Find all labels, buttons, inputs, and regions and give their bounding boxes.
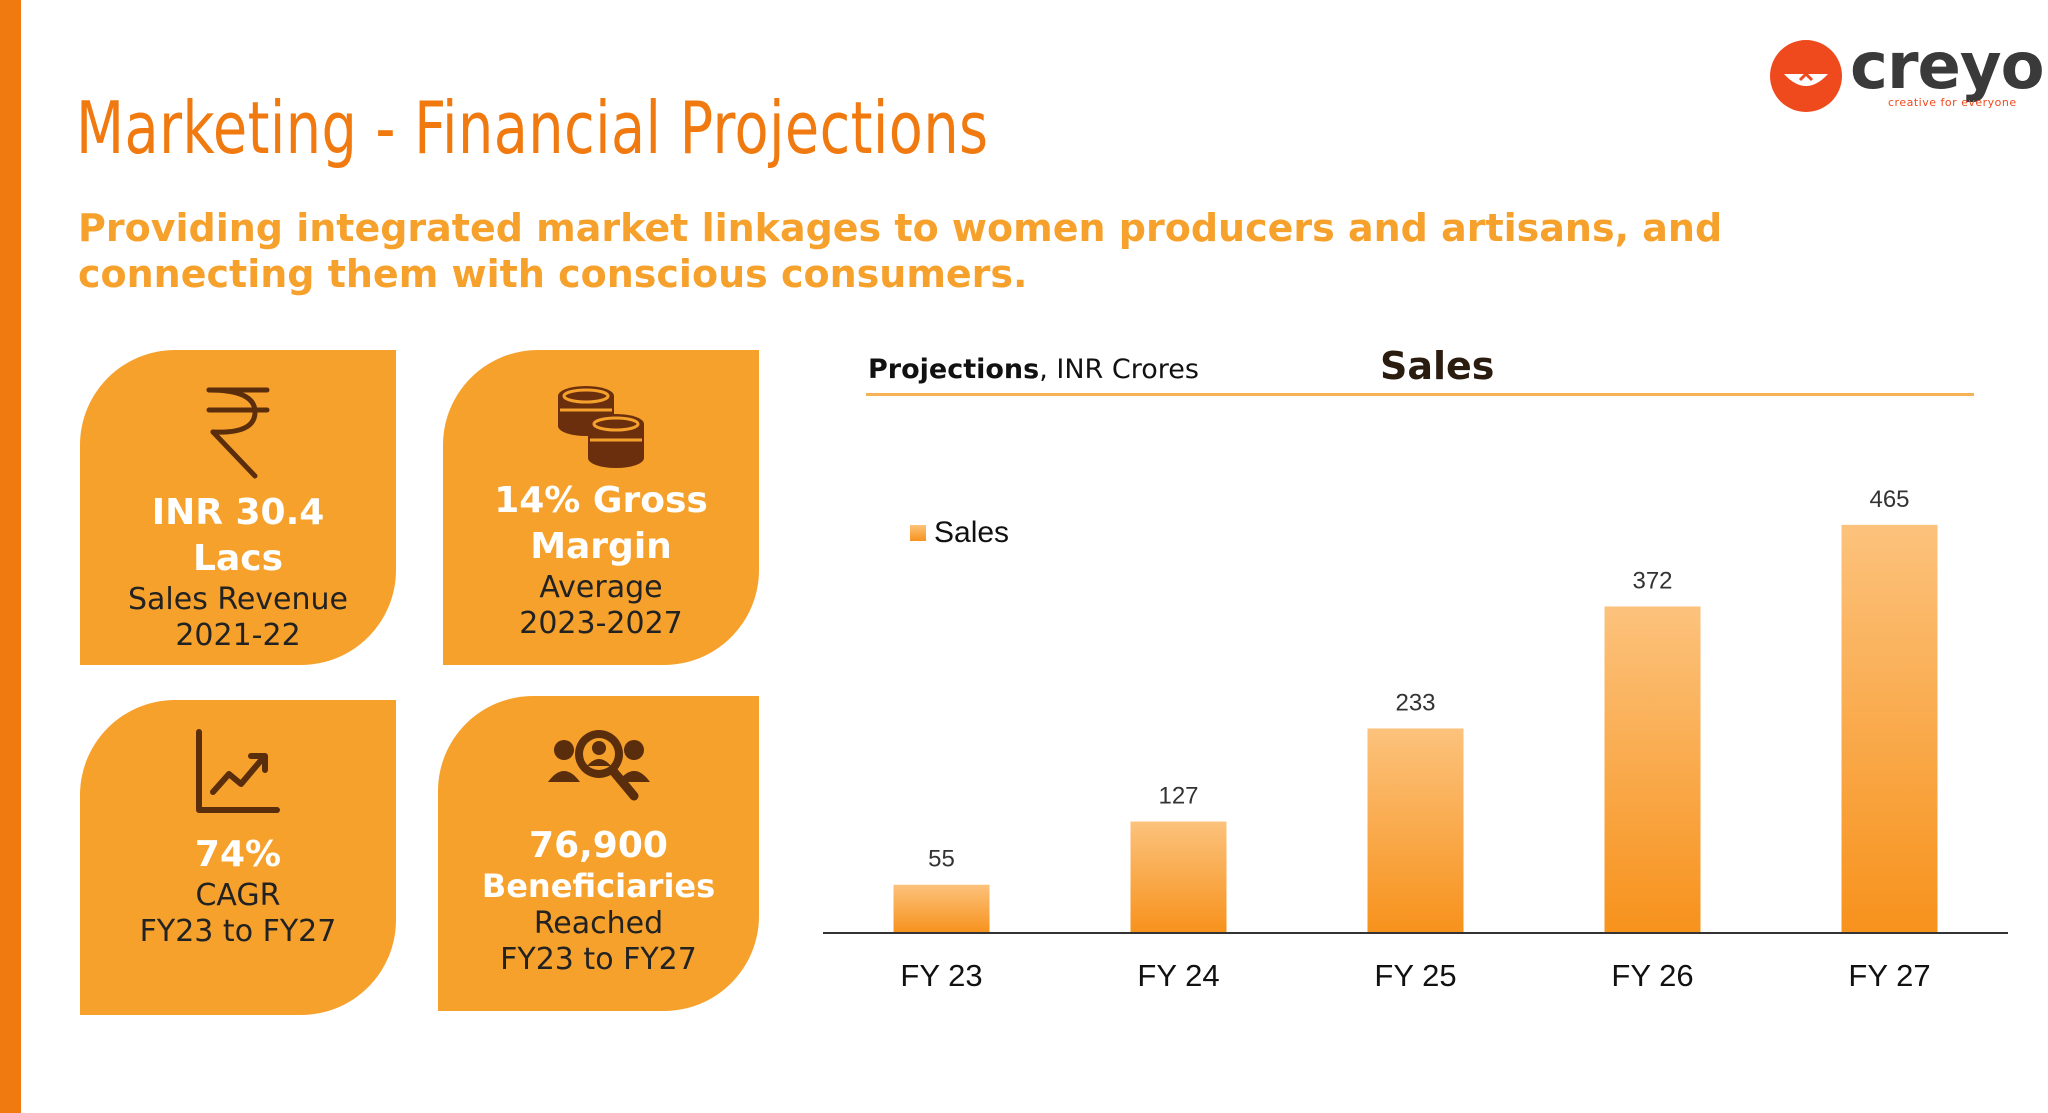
growth-chart-icon — [196, 729, 280, 813]
bar-fy23 — [893, 884, 990, 933]
chart-title: Sales — [1380, 344, 1495, 388]
tick-label-fy26: FY 26 — [1611, 958, 1693, 993]
bar-fy27 — [1841, 524, 1938, 933]
legend-swatch — [910, 525, 926, 541]
chart-units-rest: , INR Crores — [1039, 354, 1199, 385]
left-accent-bar — [0, 0, 21, 1113]
chart-units-bold: Projections — [868, 354, 1040, 385]
card-4-value: 76,900 — [529, 825, 668, 866]
logo-mark-icon — [1770, 40, 1842, 112]
data-label-fy24: 127 — [1158, 783, 1198, 810]
card-3-value: 74% — [194, 834, 282, 875]
tick-label-fy24: FY 24 — [1137, 958, 1219, 993]
stat-card-gross-margin: 14% Gross Margin Average 2023-2027 — [443, 350, 759, 665]
legend-label: Sales — [934, 516, 1010, 549]
bar-fy26 — [1604, 606, 1701, 933]
card-3-label: CAGR — [195, 878, 281, 913]
card-3-period: FY23 to FY27 — [139, 914, 337, 949]
chart-legend: Sales — [910, 516, 1009, 550]
data-label-fy26: 372 — [1632, 567, 1672, 594]
logo-wordmark: creyo — [1850, 30, 2045, 104]
stat-card-sales-revenue: INR 30.4 Lacs Sales Revenue 2021-22 — [80, 350, 396, 665]
stat-card-beneficiaries: 76,900 Beneficiaries Reached FY23 to FY2… — [438, 696, 759, 1011]
bar-fy24 — [1130, 821, 1227, 933]
card-2-period: 2023-2027 — [519, 606, 683, 641]
rupee-icon — [206, 387, 270, 479]
tick-label-fy25: FY 25 — [1374, 958, 1456, 993]
card-4-label: Reached — [533, 906, 664, 941]
tick-label-fy27: FY 27 — [1848, 958, 1930, 993]
data-label-fy25: 233 — [1395, 689, 1435, 716]
page-subtitle: Providing integrated market linkages to … — [78, 206, 1723, 296]
stat-card-cagr: 74% CAGR FY23 to FY27 — [80, 700, 396, 1015]
coins-icon — [558, 386, 644, 468]
card-2-label: Average — [539, 570, 663, 605]
card-1-label: Sales Revenue — [127, 582, 349, 617]
data-label-fy27: 465 — [1869, 486, 1909, 513]
creyo-logo: creyo creative for everyone — [1770, 30, 2045, 122]
chart-units-label: Projections, INR Crores — [868, 354, 1199, 385]
bar-fy25 — [1367, 728, 1464, 933]
card-4-period: FY23 to FY27 — [500, 942, 697, 977]
people-search-icon — [547, 730, 650, 801]
chart-header-rule — [866, 393, 1974, 396]
data-label-fy23: 55 — [928, 846, 955, 873]
logo-tagline: creative for everyone — [1888, 96, 2017, 109]
card-1-period: 2021-22 — [175, 618, 301, 653]
card-4-title: Beneficiaries — [481, 867, 716, 905]
card-1-value: INR 30.4 Lacs — [151, 492, 325, 579]
page-title: Marketing - Financial Projections — [76, 86, 989, 170]
card-2-value: 14% Gross Margin — [494, 480, 708, 567]
tick-label-fy23: FY 23 — [900, 958, 982, 993]
